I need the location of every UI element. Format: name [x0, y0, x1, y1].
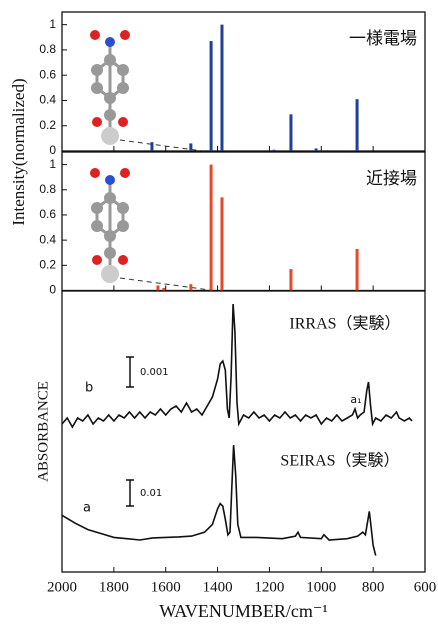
bar [156, 285, 159, 290]
annotation: a₁ [350, 393, 361, 406]
x-tick-label: 1400 [203, 579, 233, 595]
y-tick-label: 0.2 [39, 257, 56, 271]
panel-title: 近接場 [366, 169, 417, 189]
bar [356, 249, 359, 291]
y-tick-label: 1 [49, 17, 56, 31]
panel-title: 一様電場 [349, 29, 417, 49]
x-tick-label: 1200 [254, 579, 284, 595]
y-axis-label: ABSORBANCE [35, 381, 51, 482]
y-tick-label: 0 [49, 283, 56, 297]
y-tick-label: 0.6 [39, 207, 56, 221]
molecule-top [90, 30, 130, 145]
series-name: IRRAS（実験） [289, 315, 400, 333]
panel-frame [62, 291, 425, 572]
guide-line [120, 140, 210, 152]
bar [189, 284, 192, 290]
bar [220, 197, 223, 290]
bar [289, 114, 292, 151]
y-tick-label: 0 [49, 143, 56, 157]
x-tick-label: 600 [414, 579, 437, 595]
bar [220, 25, 223, 151]
bar [356, 99, 359, 151]
y-axis-label: Intensity(normalized) [9, 78, 28, 225]
scale-bar-label: 0.001 [140, 367, 169, 378]
series-label: a [83, 501, 91, 516]
series-label: b [85, 381, 93, 396]
y-tick-label: 0.2 [39, 118, 56, 132]
bar [210, 41, 213, 151]
bar [210, 165, 213, 291]
x-tick-label: 800 [362, 579, 385, 595]
bar [150, 142, 153, 151]
series-name: SEIRAS（実験） [280, 452, 399, 470]
bar [162, 288, 165, 291]
y-tick-label: 0.6 [39, 67, 56, 81]
y-tick-label: 1 [49, 157, 56, 171]
x-tick-label: 2000 [47, 579, 77, 595]
molecule-bottom [90, 168, 130, 283]
scale-bar [126, 480, 134, 506]
scale-bar [126, 357, 134, 387]
bar [273, 150, 276, 151]
y-tick-label: 0.4 [39, 232, 56, 246]
bar [289, 269, 292, 290]
y-tick-label: 0.4 [39, 93, 56, 107]
x-tick-label: 1000 [306, 579, 336, 595]
x-axis-label: WAVENUMBER/cm⁻¹ [159, 601, 328, 621]
y-tick-label: 0.8 [39, 42, 56, 56]
x-tick-label: 1600 [151, 579, 181, 595]
bar [315, 148, 318, 151]
bar [189, 143, 192, 151]
x-tick-label: 1800 [99, 579, 129, 595]
figure: 0 0.2 0.4 0.6 0.8 1 一様電場 Intensity(normalized) 0… [0, 0, 438, 625]
y-tick-label: 0.8 [39, 182, 56, 196]
scale-bar-label: 0.01 [140, 488, 162, 499]
